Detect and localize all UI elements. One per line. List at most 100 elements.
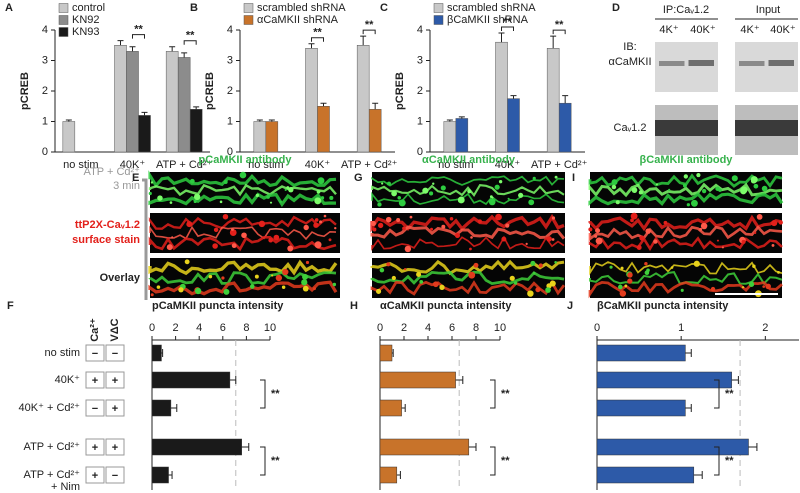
legend-label: scrambled shRNA xyxy=(447,2,536,14)
puncta xyxy=(595,237,603,245)
condition-sign: + xyxy=(112,403,118,415)
puncta xyxy=(268,237,274,243)
panel-letter: H xyxy=(350,300,358,312)
y-tick-label: 2 xyxy=(42,85,48,97)
puncta xyxy=(682,183,687,188)
puncta xyxy=(653,239,658,244)
puncta xyxy=(186,221,193,228)
puncta xyxy=(317,177,325,185)
puncta xyxy=(386,181,391,186)
dendrite xyxy=(370,225,566,240)
puncta xyxy=(385,216,392,223)
condition-box xyxy=(85,466,105,484)
puncta xyxy=(208,274,213,279)
bar xyxy=(558,102,572,153)
error-bar xyxy=(65,119,72,122)
blot-label: αCaMKII xyxy=(608,56,651,68)
puncta xyxy=(219,200,223,204)
condition-box xyxy=(85,371,105,389)
panel-letter: B xyxy=(190,2,198,14)
puncta xyxy=(221,276,225,280)
puncta xyxy=(645,228,651,234)
puncta xyxy=(630,212,638,220)
puncta xyxy=(316,189,321,194)
puncta xyxy=(754,231,757,234)
puncta xyxy=(432,182,435,185)
puncta xyxy=(467,189,472,194)
puncta xyxy=(670,266,674,269)
error-bar xyxy=(129,46,136,52)
bar xyxy=(495,41,508,153)
puncta xyxy=(241,232,247,239)
puncta xyxy=(391,190,397,197)
puncta xyxy=(422,187,429,194)
condition-header: VΔC xyxy=(109,318,121,341)
x-tick-label: 2 xyxy=(401,322,407,334)
blot-band xyxy=(659,61,685,66)
puncta xyxy=(752,264,756,269)
puncta xyxy=(301,279,308,286)
y-tick-label: 0 xyxy=(42,146,48,158)
puncta xyxy=(594,234,598,238)
column-title: αCaMKII antibody xyxy=(422,154,516,166)
panel-letter: F xyxy=(7,300,14,312)
puncta xyxy=(223,180,228,185)
bar xyxy=(507,98,520,153)
puncta xyxy=(409,215,413,219)
puncta xyxy=(150,181,154,184)
significance-label: ** xyxy=(503,16,512,28)
column-title: βCaMKII antibody xyxy=(640,154,734,166)
puncta xyxy=(473,262,479,268)
dendrite xyxy=(149,225,337,241)
condition-sign: + xyxy=(92,470,98,482)
bar xyxy=(379,466,398,484)
significance-bracket xyxy=(311,37,324,42)
x-tick-label: 40K⁺ xyxy=(120,159,146,171)
legend-label: scrambled shRNA xyxy=(257,2,346,14)
blot-image xyxy=(735,42,798,92)
puncta xyxy=(334,226,337,230)
x-tick-label: 0 xyxy=(149,322,155,334)
error-bar xyxy=(372,102,379,110)
puncta xyxy=(404,245,412,253)
puncta xyxy=(440,185,446,191)
puncta xyxy=(279,200,282,203)
legend-label: βCaMKII shRNA xyxy=(447,14,529,26)
x-tick-label: 1 xyxy=(678,322,684,334)
puncta xyxy=(620,266,624,270)
bar xyxy=(455,118,469,153)
puncta xyxy=(771,243,775,247)
puncta xyxy=(513,281,518,285)
puncta xyxy=(741,239,746,244)
puncta xyxy=(740,187,747,195)
error-bar xyxy=(550,35,557,49)
error-bar xyxy=(468,443,477,451)
x-tick-label: ATP + Cd²⁺ xyxy=(531,159,588,171)
error-bar xyxy=(360,35,367,46)
puncta xyxy=(249,284,255,289)
puncta xyxy=(269,201,273,204)
puncta xyxy=(454,232,461,239)
dendrite xyxy=(588,236,783,252)
error-bar xyxy=(229,376,237,384)
dendrite xyxy=(148,170,337,189)
puncta xyxy=(494,184,500,190)
error-bar xyxy=(446,119,453,122)
puncta xyxy=(778,220,783,225)
puncta xyxy=(762,285,766,288)
dendrite xyxy=(371,191,565,206)
significance-bracket xyxy=(260,446,266,476)
error-bar xyxy=(170,404,178,412)
stim-label: 3 min xyxy=(113,180,140,192)
legend-label: αCaMKII shRNA xyxy=(257,14,339,26)
bar xyxy=(151,438,242,456)
condition-box xyxy=(105,344,125,362)
error-bar xyxy=(168,471,173,479)
puncta xyxy=(273,234,280,241)
lane-label: 40K⁺ xyxy=(770,24,796,36)
puncta xyxy=(178,287,184,293)
significance-bracket xyxy=(490,379,496,409)
error-bar xyxy=(169,46,176,52)
row-label: ATP + Cd²⁺ + Nim xyxy=(23,469,80,493)
row-label: no stim xyxy=(44,347,80,359)
